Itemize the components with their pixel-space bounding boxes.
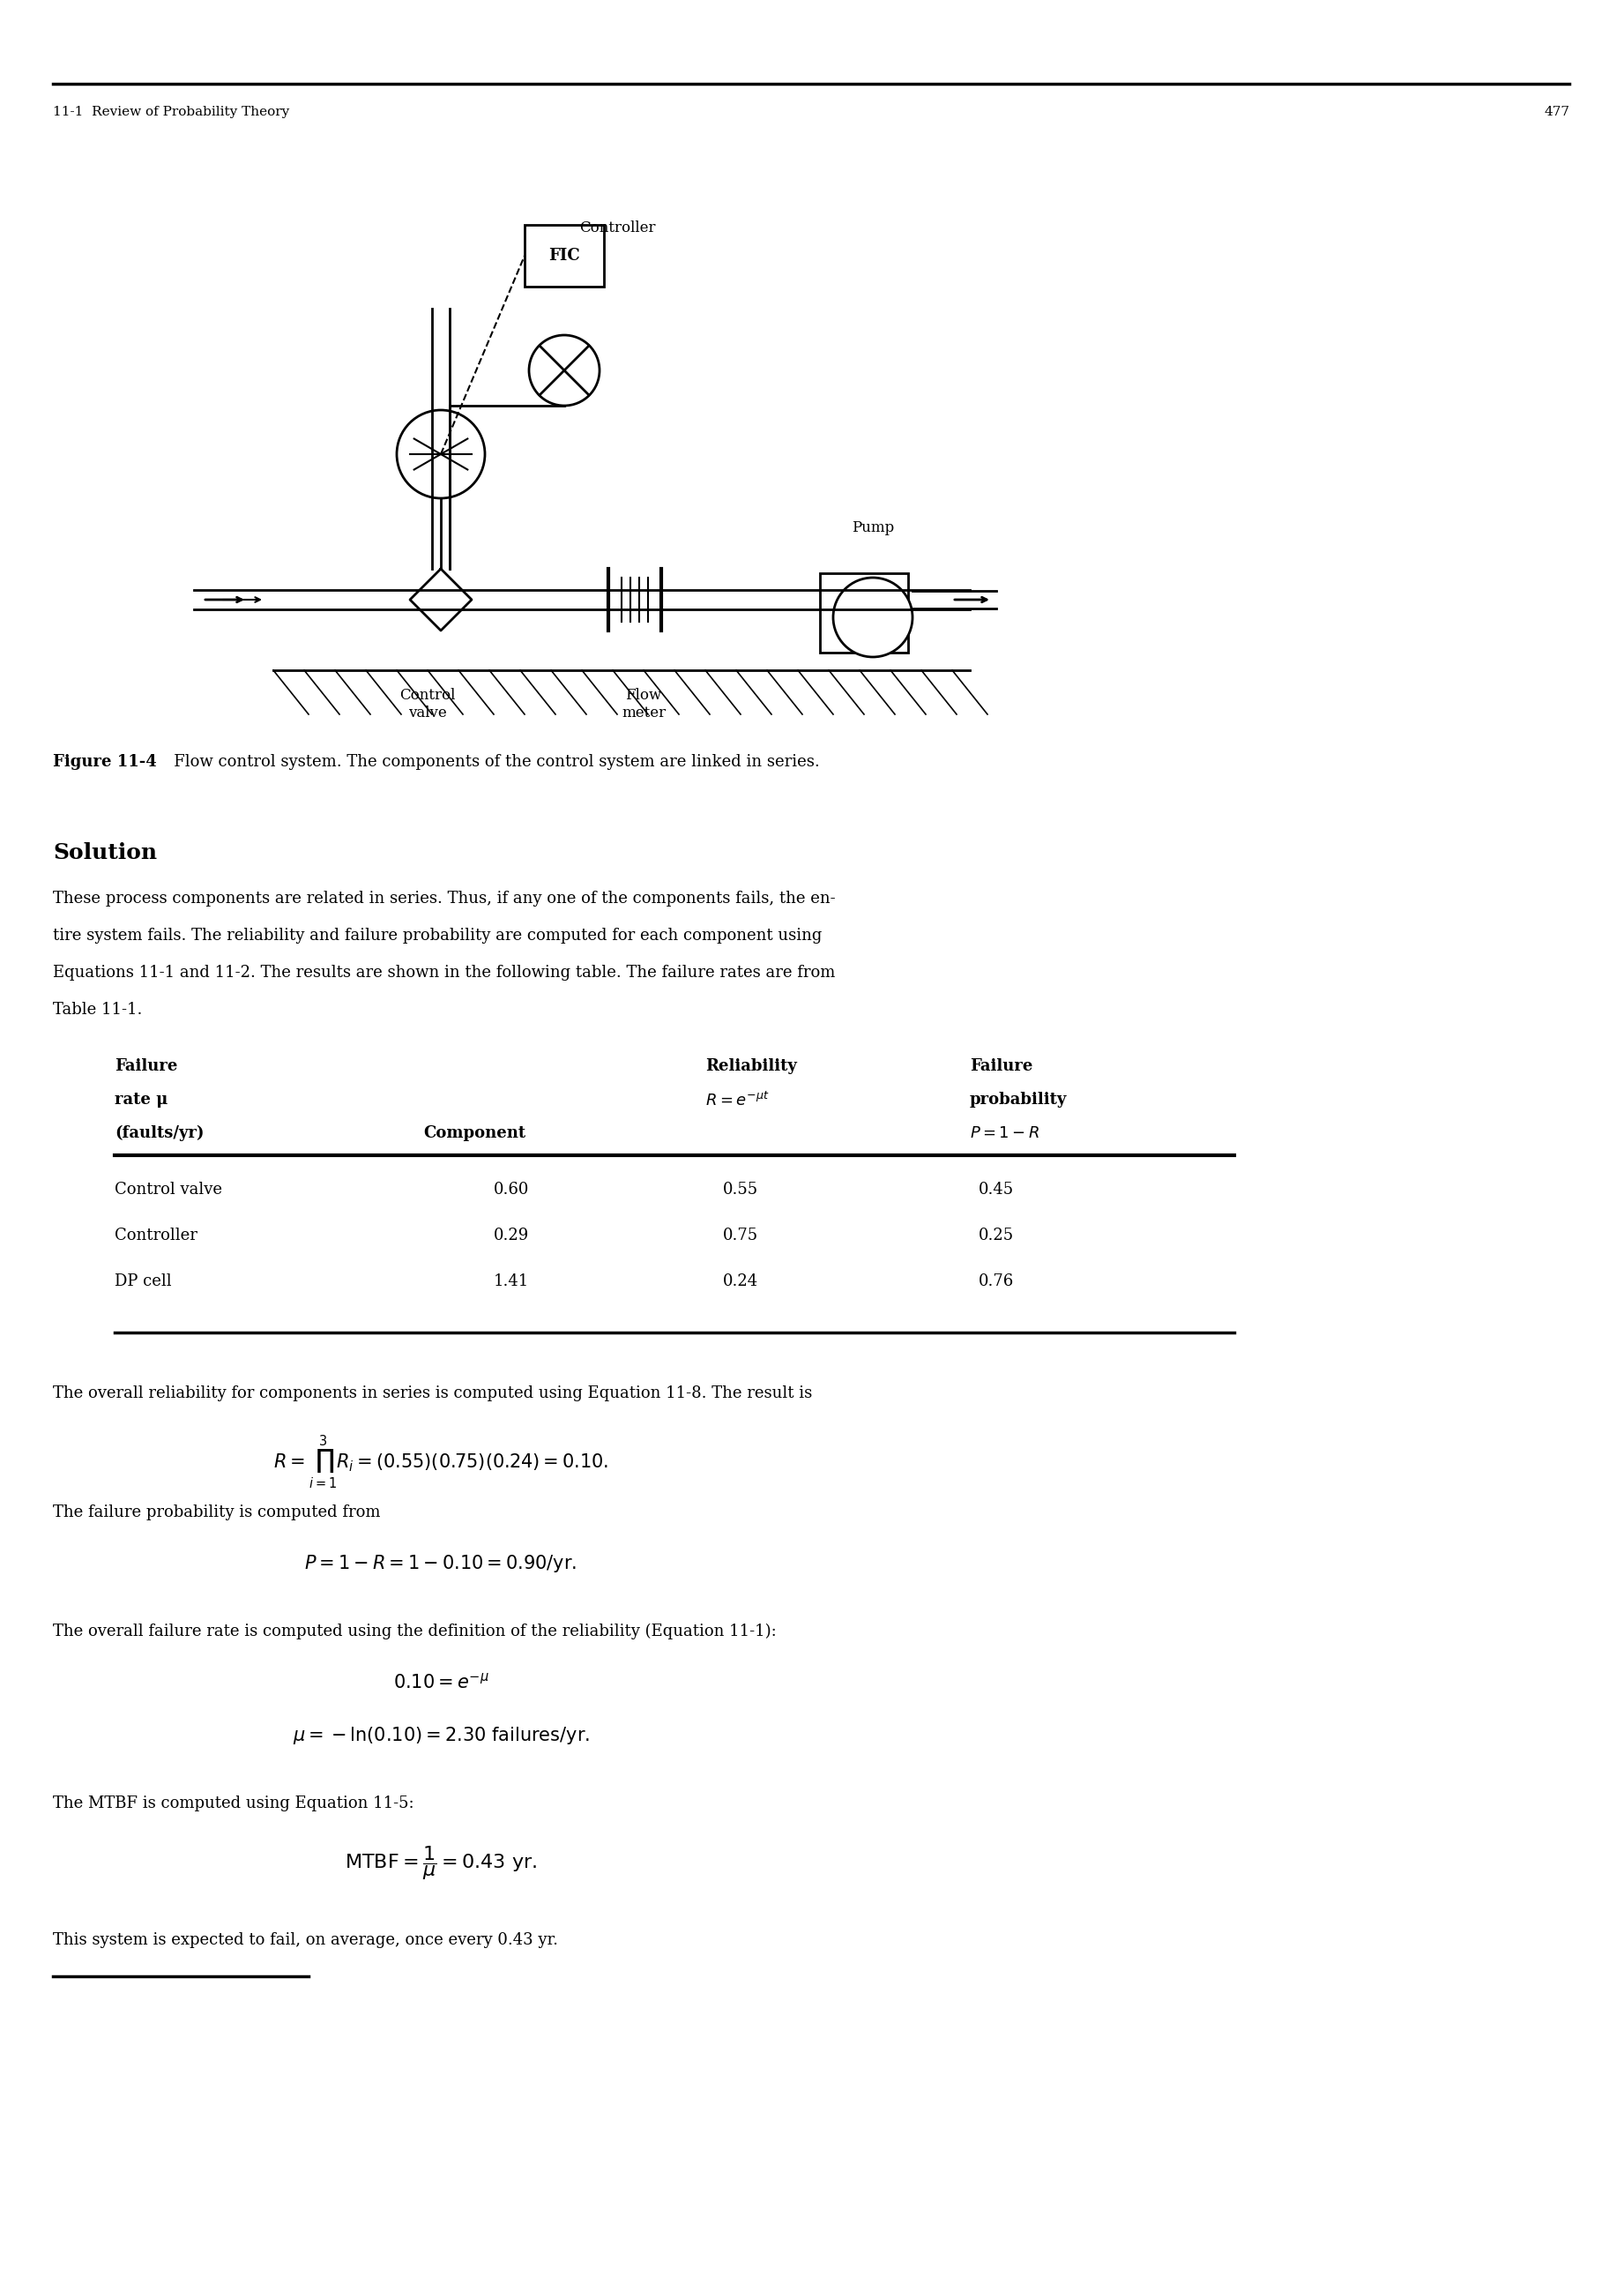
Text: 477: 477 [1544,105,1569,119]
Text: $\mu = -\ln(0.10) = 2.30\text{ failures/yr.}$: $\mu = -\ln(0.10) = 2.30\text{ failures/… [292,1726,590,1747]
Text: 1.41: 1.41 [494,1274,529,1290]
Text: DP cell: DP cell [115,1274,172,1290]
Text: The overall failure rate is computed using the definition of the reliability (Eq: The overall failure rate is computed usi… [54,1623,776,1639]
Text: Flow: Flow [625,688,663,704]
Text: meter: meter [622,706,666,720]
Text: The failure probability is computed from: The failure probability is computed from [54,1504,380,1520]
Text: Pump: Pump [851,520,895,536]
Text: (faults/yr): (faults/yr) [115,1125,205,1141]
Text: Failure: Failure [970,1059,1033,1075]
Text: valve: valve [408,706,447,720]
Text: FIC: FIC [549,248,580,264]
Text: Figure 11-4: Figure 11-4 [54,754,156,770]
Text: Failure: Failure [115,1059,177,1075]
Text: tire system fails. The reliability and failure probability are computed for each: tire system fails. The reliability and f… [54,928,822,944]
Text: 0.60: 0.60 [494,1183,529,1199]
Text: The overall reliability for components in series is computed using Equation 11-8: The overall reliability for components i… [54,1384,812,1400]
Text: $R = \prod_{i=1}^{3} R_i = (0.55)(0.75)(0.24) = 0.10.$: $R = \prod_{i=1}^{3} R_i = (0.55)(0.75)(… [273,1435,609,1490]
Text: rate μ: rate μ [115,1091,167,1107]
Text: Component: Component [424,1125,526,1141]
Bar [525,225,604,286]
Text: Flow control system. The components of the control system are linked in series.: Flow control system. The components of t… [159,754,820,770]
Text: 0.45: 0.45 [979,1183,1013,1199]
Text: These process components are related in series. Thus, if any one of the componen: These process components are related in … [54,892,835,908]
Text: 0.75: 0.75 [723,1229,758,1245]
Text: 0.24: 0.24 [723,1274,758,1290]
Text: 11-1  Review of Probability Theory: 11-1 Review of Probability Theory [54,105,289,119]
Text: $\text{MTBF} = \dfrac{1}{\mu} = 0.43\text{ yr.}$: $\text{MTBF} = \dfrac{1}{\mu} = 0.43\tex… [344,1845,538,1882]
Text: Controller: Controller [580,220,656,236]
Text: 0.29: 0.29 [494,1229,529,1245]
Text: $0.10 = e^{-\mu}$: $0.10 = e^{-\mu}$ [393,1673,489,1691]
Text: probability: probability [970,1091,1067,1107]
Text: Control valve: Control valve [115,1183,222,1199]
Bar [820,573,908,653]
Text: 0.25: 0.25 [979,1229,1013,1245]
Text: $R = e^{-\mu t}$: $R = e^{-\mu t}$ [705,1091,770,1109]
Text: Table 11-1.: Table 11-1. [54,1002,143,1018]
Text: 0.55: 0.55 [723,1183,758,1199]
Text: Control: Control [400,688,456,704]
Text: The MTBF is computed using Equation 11-5:: The MTBF is computed using Equation 11-5… [54,1795,414,1811]
Text: Reliability: Reliability [705,1059,797,1075]
Text: 0.76: 0.76 [979,1274,1013,1290]
Text: Controller: Controller [115,1229,198,1245]
Text: Equations 11-1 and 11-2. The results are shown in the following table. The failu: Equations 11-1 and 11-2. The results are… [54,965,835,981]
Text: This system is expected to fail, on average, once every 0.43 yr.: This system is expected to fail, on aver… [54,1932,559,1948]
Circle shape [833,578,913,658]
Text: $P = 1 - R = 1 - 0.10 = 0.90\text{/yr.}$: $P = 1 - R = 1 - 0.10 = 0.90\text{/yr.}$ [305,1554,577,1575]
Text: Solution: Solution [54,841,158,864]
Text: $P = 1 - R$: $P = 1 - R$ [970,1125,1039,1141]
